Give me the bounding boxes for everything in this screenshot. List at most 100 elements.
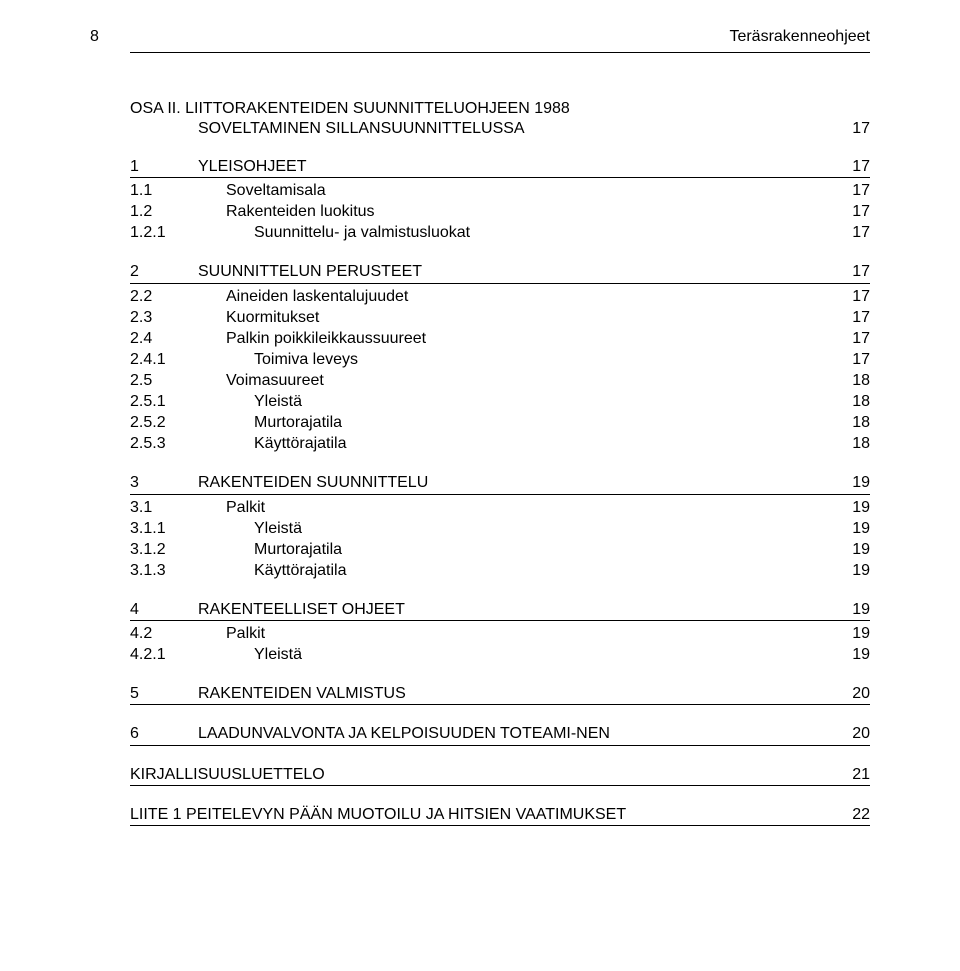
toc-row: 2SUUNNITTELUN PERUSTEET17 (130, 261, 870, 282)
toc-row: 6LAADUNVALVONTA JA KELPOISUUDEN TOTEAMI-… (130, 723, 870, 744)
toc-page: 19 (830, 599, 870, 620)
toc-label: Rakenteiden luokitus (198, 201, 830, 222)
toc-page: 17 (830, 156, 870, 177)
toc-number: 2.2 (130, 286, 198, 307)
toc-row: LIITE 1 PEITELEVYN PÄÄN MUOTOILU JA HITS… (130, 804, 870, 825)
header-rule (130, 52, 870, 53)
toc-row: 2.5.1Yleistä18 (130, 391, 870, 412)
toc-number: 2 (130, 261, 198, 282)
toc-label: Voimasuureet (198, 370, 830, 391)
toc-page: 17 (830, 328, 870, 349)
toc-number: 2.4.1 (130, 349, 198, 370)
toc-number: 1.2.1 (130, 222, 198, 243)
toc-page: 19 (830, 497, 870, 518)
toc-row: 1.2Rakenteiden luokitus17 (130, 201, 870, 222)
toc-content: OSA II. LIITTORAKENTEIDEN SUUNNITTELUOHJ… (130, 100, 870, 826)
toc-section: 1YLEISOHJEET171.1Soveltamisala171.2Raken… (130, 156, 870, 243)
toc-label: YLEISOHJEET (198, 156, 830, 177)
toc-number: 4.2.1 (130, 644, 198, 665)
toc-number: 3.1.2 (130, 539, 198, 560)
document-title: Teräsrakenneohjeet (729, 28, 870, 46)
toc-label: Suunnittelu- ja valmistusluokat (198, 222, 830, 243)
toc-section: 4RAKENTEELLISET OHJEET194.2Palkit194.2.1… (130, 599, 870, 665)
part-title-line1: OSA II. LIITTORAKENTEIDEN SUUNNITTELUOHJ… (130, 100, 870, 118)
toc-row: 1.1Soveltamisala17 (130, 180, 870, 201)
part-page: 17 (830, 120, 870, 138)
toc-label: Yleistä (198, 644, 830, 665)
toc-number: 2.5.2 (130, 412, 198, 433)
toc-label: LAADUNVALVONTA JA KELPOISUUDEN TOTEAMI-N… (198, 723, 830, 744)
toc-page: 17 (830, 222, 870, 243)
toc-label: Käyttörajatila (198, 433, 830, 454)
toc-row: 4.2.1Yleistä19 (130, 644, 870, 665)
toc-page: 18 (830, 370, 870, 391)
toc-row: 2.4.1Toimiva leveys17 (130, 349, 870, 370)
toc-page: 21 (830, 764, 870, 785)
toc-label: Soveltamisala (198, 180, 830, 201)
toc-section: 6LAADUNVALVONTA JA KELPOISUUDEN TOTEAMI-… (130, 723, 870, 745)
page: 8 Teräsrakenneohjeet OSA II. LIITTORAKEN… (0, 0, 960, 971)
section-heading-rule: LIITE 1 PEITELEVYN PÄÄN MUOTOILU JA HITS… (130, 804, 870, 826)
toc-page: 20 (830, 723, 870, 744)
toc-row: 3.1.2Murtorajatila19 (130, 539, 870, 560)
toc-number: 4 (130, 599, 198, 620)
toc-page: 18 (830, 412, 870, 433)
toc-row: 1YLEISOHJEET17 (130, 156, 870, 177)
toc-section: 3RAKENTEIDEN SUUNNITTELU193.1Palkit193.1… (130, 472, 870, 581)
toc-row: 3RAKENTEIDEN SUUNNITTELU19 (130, 472, 870, 493)
toc-page: 17 (830, 180, 870, 201)
toc-number: 2.5 (130, 370, 198, 391)
toc-label: Toimiva leveys (198, 349, 830, 370)
toc-page: 19 (830, 472, 870, 493)
toc-number: 1.2 (130, 201, 198, 222)
toc-row: KIRJALLISUUSLUETTELO21 (130, 764, 870, 785)
toc-label: RAKENTEELLISET OHJEET (198, 599, 830, 620)
toc-number: 3.1 (130, 497, 198, 518)
toc-number: 6 (130, 723, 198, 744)
toc-page: 19 (830, 518, 870, 539)
toc-page: 17 (830, 201, 870, 222)
toc-row: 4RAKENTEELLISET OHJEET19 (130, 599, 870, 620)
section-heading-rule: 1YLEISOHJEET17 (130, 156, 870, 178)
toc-label: Yleistä (198, 518, 830, 539)
toc-row: 2.3Kuormitukset17 (130, 307, 870, 328)
toc-page: 17 (830, 307, 870, 328)
section-heading-rule: 6LAADUNVALVONTA JA KELPOISUUDEN TOTEAMI-… (130, 723, 870, 745)
part-title-line2: SOVELTAMINEN SILLANSUUNNITTELUSSA 17 (198, 120, 870, 138)
toc-number: 1 (130, 156, 198, 177)
toc-number: 3 (130, 472, 198, 493)
toc-number: 2.4 (130, 328, 198, 349)
toc-page: 22 (830, 804, 870, 825)
toc-label: KIRJALLISUUSLUETTELO (130, 764, 830, 785)
toc-number: 2.5.3 (130, 433, 198, 454)
toc-row: 2.5Voimasuureet18 (130, 370, 870, 391)
toc-label: LIITE 1 PEITELEVYN PÄÄN MUOTOILU JA HITS… (130, 804, 830, 825)
toc-number: 3.1.1 (130, 518, 198, 539)
toc-label: Yleistä (198, 391, 830, 412)
toc-page: 18 (830, 433, 870, 454)
toc-page: 20 (830, 683, 870, 704)
toc-label: SUUNNITTELUN PERUSTEET (198, 261, 830, 282)
toc-label: Käyttörajatila (198, 560, 830, 581)
toc-sections: 1YLEISOHJEET171.1Soveltamisala171.2Raken… (130, 156, 870, 826)
toc-label: Palkit (198, 497, 830, 518)
toc-number: 4.2 (130, 623, 198, 644)
toc-page: 17 (830, 349, 870, 370)
toc-label: Palkin poikkileikkaussuureet (198, 328, 830, 349)
toc-page: 17 (830, 261, 870, 282)
toc-page: 19 (830, 644, 870, 665)
section-heading-rule: 5RAKENTEIDEN VALMISTUS20 (130, 683, 870, 705)
toc-row: 2.4Palkin poikkileikkaussuureet17 (130, 328, 870, 349)
toc-row: 3.1.1Yleistä19 (130, 518, 870, 539)
toc-row: 3.1Palkit19 (130, 497, 870, 518)
toc-row: 1.2.1Suunnittelu- ja valmistusluokat17 (130, 222, 870, 243)
section-heading-rule: KIRJALLISUUSLUETTELO21 (130, 764, 870, 786)
toc-row: 5RAKENTEIDEN VALMISTUS20 (130, 683, 870, 704)
toc-row: 2.5.3Käyttörajatila18 (130, 433, 870, 454)
toc-section: KIRJALLISUUSLUETTELO21 (130, 764, 870, 786)
toc-number: 3.1.3 (130, 560, 198, 581)
toc-number: 2.5.1 (130, 391, 198, 412)
toc-label: Murtorajatila (198, 412, 830, 433)
section-heading-rule: 2SUUNNITTELUN PERUSTEET17 (130, 261, 870, 283)
toc-label: Kuormitukset (198, 307, 830, 328)
